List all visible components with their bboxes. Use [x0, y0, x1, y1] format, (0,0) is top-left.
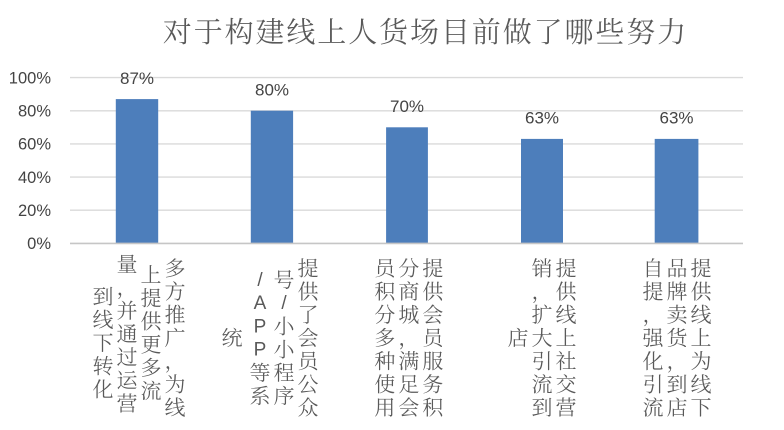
svg-text:/: / [281, 293, 287, 314]
svg-text:/: / [257, 270, 263, 291]
svg-text:0%: 0% [27, 235, 51, 253]
svg-text:20%: 20% [18, 202, 51, 220]
svg-text:63%: 63% [525, 109, 559, 128]
svg-text:70%: 70% [390, 97, 424, 116]
svg-text:100%: 100% [9, 69, 52, 87]
svg-text:P: P [254, 316, 267, 337]
svg-text:80%: 80% [18, 103, 51, 121]
svg-text:A: A [254, 293, 267, 314]
svg-text:63%: 63% [659, 109, 693, 128]
svg-text:87%: 87% [120, 69, 154, 88]
svg-text:P: P [254, 340, 267, 361]
svg-text:40%: 40% [18, 169, 51, 187]
svg-text:80%: 80% [255, 81, 289, 100]
svg-text:60%: 60% [18, 136, 51, 154]
